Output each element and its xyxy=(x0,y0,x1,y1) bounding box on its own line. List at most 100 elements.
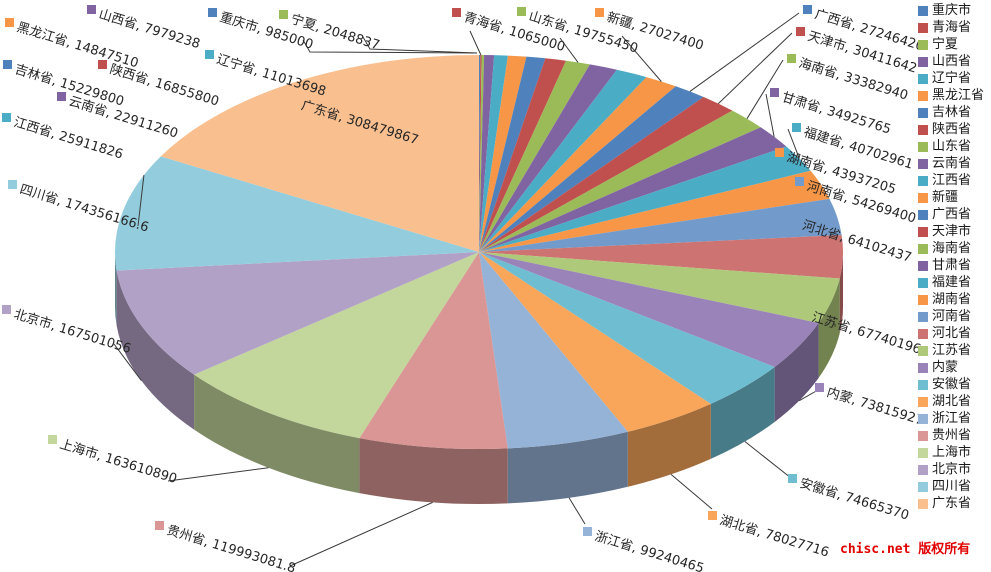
pie-slice-新疆[interactable] xyxy=(479,77,676,252)
label-marker-安徽省 xyxy=(788,474,797,483)
label-marker-浙江省 xyxy=(583,527,592,536)
legend-item-江西省[interactable]: 江西省 xyxy=(918,172,984,189)
legend-item-黑龙江省[interactable]: 黑龙江省 xyxy=(918,87,984,104)
label-marker-四川省 xyxy=(8,180,17,189)
legend-marker-上海市 xyxy=(918,447,928,458)
pie-slice-湖南省[interactable] xyxy=(479,170,830,252)
legend-label: 山西省 xyxy=(932,54,972,69)
legend-item-吉林省[interactable]: 吉林省 xyxy=(918,104,984,121)
legend-item-江苏省[interactable]: 江苏省 xyxy=(918,342,984,359)
legend-marker-青海省 xyxy=(918,22,928,33)
pie-slice-海南省[interactable] xyxy=(479,110,761,253)
leader-line-重庆市 xyxy=(302,39,478,54)
pie-slice-side-浙江省 xyxy=(507,431,628,504)
legend-label: 青海省 xyxy=(932,20,972,35)
pie-slice-宁夏[interactable] xyxy=(479,55,485,253)
legend-item-广东省[interactable]: 广东省 xyxy=(918,495,984,512)
pie-slice-上海市[interactable] xyxy=(194,252,480,439)
pie-slice-贵州省[interactable] xyxy=(359,252,508,449)
legend-item-重庆市[interactable]: 重庆市 xyxy=(918,2,984,19)
legend-item-甘肃省[interactable]: 甘肃省 xyxy=(918,257,984,274)
pie-slice-浙江省[interactable] xyxy=(479,252,628,449)
watermark: chisc.net 版权所有 xyxy=(840,538,970,557)
legend-item-青海省[interactable]: 青海省 xyxy=(918,19,984,36)
legend-item-宁夏[interactable]: 宁夏 xyxy=(918,36,984,53)
pie-slice-江苏省[interactable] xyxy=(479,252,840,323)
legend-item-山东省[interactable]: 山东省 xyxy=(918,138,984,155)
pie-slice-side-四川省 xyxy=(115,252,117,326)
legend-item-新疆[interactable]: 新疆 xyxy=(918,189,984,206)
legend-marker-安徽省 xyxy=(918,379,928,390)
legend-item-河北省[interactable]: 河北省 xyxy=(918,325,984,342)
data-label-浙江省: 浙江省, 99240465 xyxy=(583,527,706,572)
pie-slice-河北省[interactable] xyxy=(479,235,843,279)
legend-label: 北京市 xyxy=(932,462,972,477)
legend-item-陕西省[interactable]: 陕西省 xyxy=(918,121,984,138)
legend-marker-北京市 xyxy=(918,464,928,475)
leader-line-海南省 xyxy=(746,59,784,119)
pie-slice-云南省[interactable] xyxy=(479,64,617,252)
legend-marker-黑龙江省 xyxy=(918,90,928,101)
pie-slice-山西省[interactable] xyxy=(479,55,495,252)
pie-slice-河南省[interactable] xyxy=(479,198,842,252)
pie-slice-四川省[interactable] xyxy=(115,156,479,271)
label-marker-上海市 xyxy=(48,435,57,444)
legend-item-山西省[interactable]: 山西省 xyxy=(918,53,984,70)
pie-slice-江西省[interactable] xyxy=(479,69,647,252)
legend-item-安徽省[interactable]: 安徽省 xyxy=(918,376,984,393)
legend-item-福建省[interactable]: 福建省 xyxy=(918,274,984,291)
pie-slice-安徽省[interactable] xyxy=(479,252,775,404)
legend-item-天津市[interactable]: 天津市 xyxy=(918,223,984,240)
legend-item-北京市[interactable]: 北京市 xyxy=(918,461,984,478)
pie-slice-陕西省[interactable] xyxy=(479,58,567,252)
label-marker-青海省 xyxy=(452,8,461,17)
pie-slice-重庆市[interactable] xyxy=(479,55,481,252)
pie-slice-广西省[interactable] xyxy=(479,86,704,252)
legend-marker-山东省 xyxy=(918,141,928,152)
pie-slice-side-湖北省 xyxy=(627,403,711,487)
label-text-浙江省: 浙江省, 99240465 xyxy=(593,529,706,572)
label-text-上海市: 上海市, 163610890 xyxy=(58,436,179,487)
pie-slice-内蒙[interactable] xyxy=(479,252,819,367)
data-label-北京市: 北京市, 167501056 xyxy=(2,305,133,357)
legend-label: 甘肃省 xyxy=(932,258,972,273)
legend-marker-江西省 xyxy=(918,175,928,186)
legend-item-上海市[interactable]: 上海市 xyxy=(918,444,984,461)
legend-item-广西省[interactable]: 广西省 xyxy=(918,206,984,223)
pie-slice-吉林省[interactable] xyxy=(479,56,546,253)
label-marker-广西省 xyxy=(803,5,812,14)
legend-item-湖北省[interactable]: 湖北省 xyxy=(918,393,984,410)
data-label-吉林省: 吉林省, 15229800 xyxy=(3,60,126,110)
watermark-text: 版权所有 xyxy=(918,542,971,557)
legend-item-云南省[interactable]: 云南省 xyxy=(918,155,984,172)
legend-item-贵州省[interactable]: 贵州省 xyxy=(918,427,984,444)
pie-slice-黑龙江省[interactable] xyxy=(479,55,527,252)
pie-slice-广东省[interactable] xyxy=(160,55,479,252)
label-text-内蒙: 内蒙, 73815927 xyxy=(825,384,926,429)
pie-slice-青海省[interactable] xyxy=(479,55,482,253)
label-marker-山东省 xyxy=(517,7,526,16)
pie-slice-甘肃省[interactable] xyxy=(479,127,787,252)
pie-slice-天津市[interactable] xyxy=(479,96,733,252)
label-marker-天津市 xyxy=(796,27,805,36)
leader-line-青海省 xyxy=(469,30,482,56)
legend-item-浙江省[interactable]: 浙江省 xyxy=(918,410,984,427)
data-label-湖北省: 湖北省, 78027716 xyxy=(708,511,831,561)
pie-slice-湖北省[interactable] xyxy=(479,252,711,432)
pie-slice-北京市[interactable] xyxy=(116,252,479,375)
legend-item-河南省[interactable]: 河南省 xyxy=(918,308,984,325)
legend-item-湖南省[interactable]: 湖南省 xyxy=(918,291,984,308)
leader-line-广西省 xyxy=(689,12,800,92)
pie-slice-辽宁省[interactable] xyxy=(479,55,508,252)
legend-item-四川省[interactable]: 四川省 xyxy=(918,478,984,495)
pie-slice-福建省[interactable] xyxy=(479,146,811,252)
data-label-上海市: 上海市, 163610890 xyxy=(48,435,179,487)
pie-slice-山东省[interactable] xyxy=(479,60,590,252)
legend-item-内蒙[interactable]: 内蒙 xyxy=(918,359,984,376)
label-text-湖北省: 湖北省, 78027716 xyxy=(718,513,831,561)
legend-item-海南省[interactable]: 海南省 xyxy=(918,240,984,257)
legend-marker-新疆 xyxy=(918,192,928,203)
legend-item-辽宁省[interactable]: 辽宁省 xyxy=(918,70,984,87)
